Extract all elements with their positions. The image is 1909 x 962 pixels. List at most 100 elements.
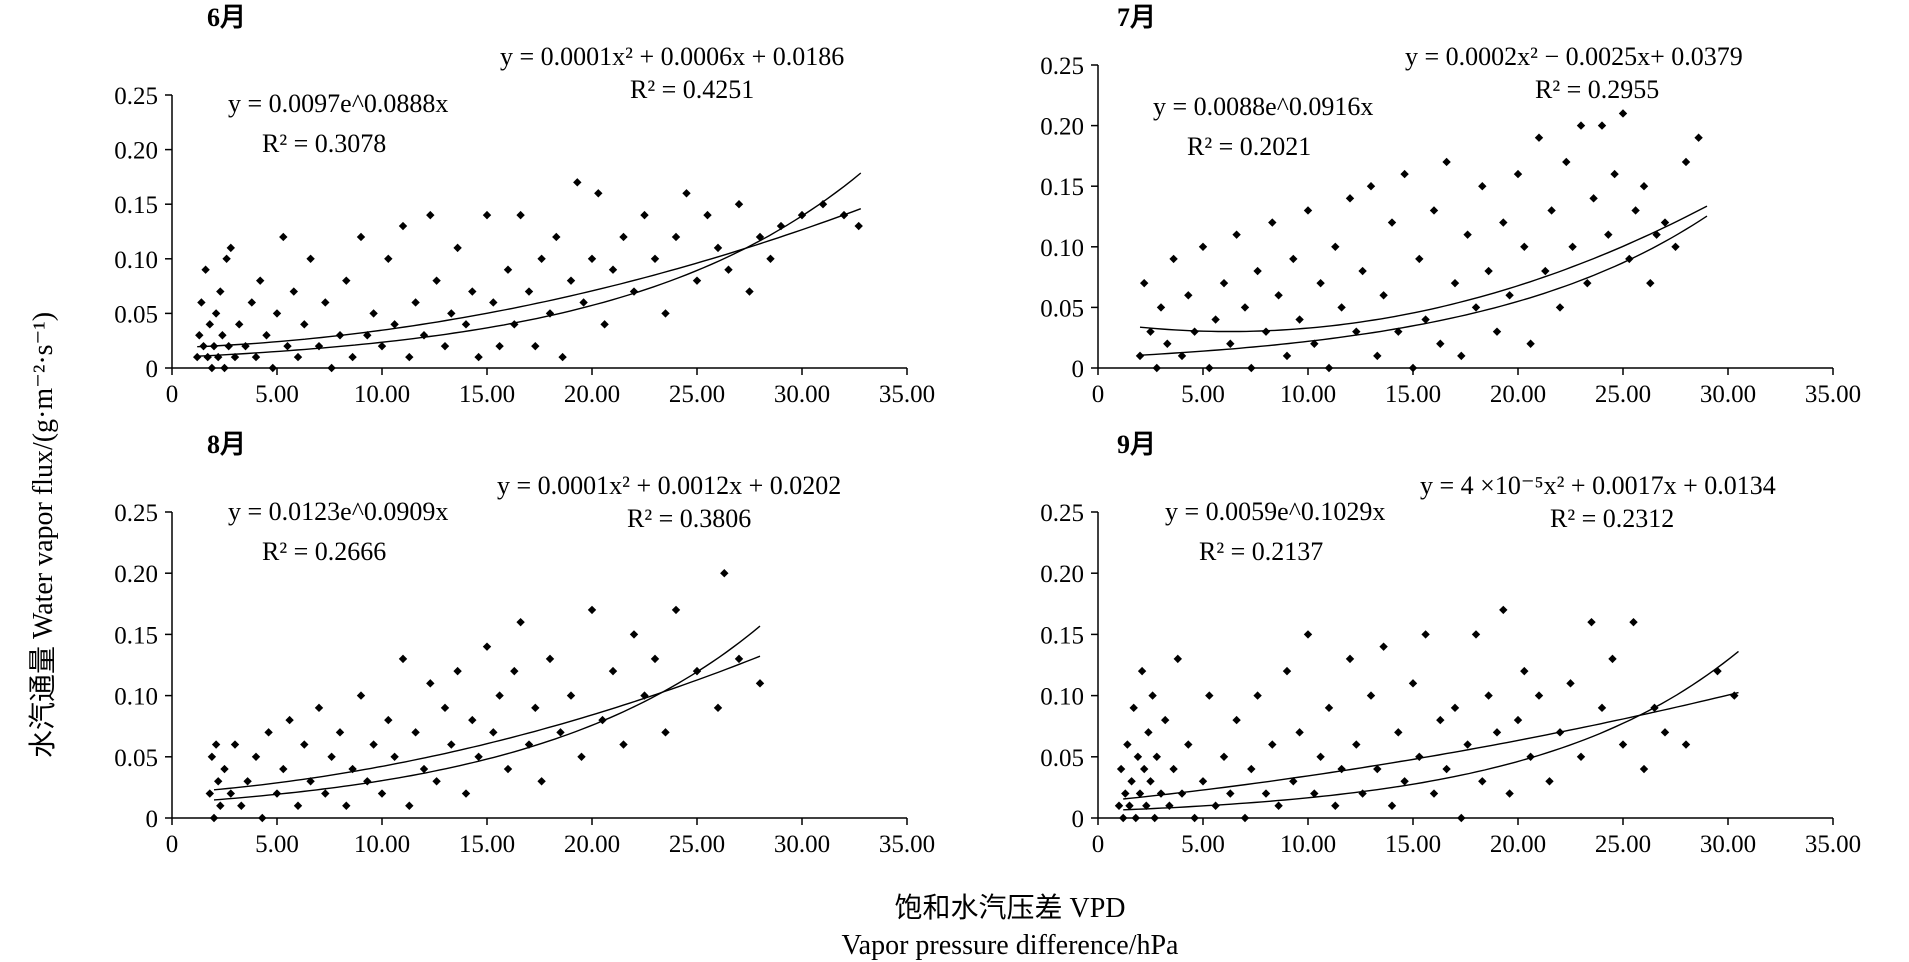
data-point [1618,109,1628,118]
x-tick-label: 0 [166,831,179,858]
data-point [1421,315,1430,324]
data-point [1226,339,1235,348]
data-point [1484,691,1493,700]
data-point [306,777,315,786]
data-point [1562,157,1571,167]
panel-2: 0 0.05 0.10 0.15 0.20 0.25 0 5.00 10.00 15.00 20.0… [1040,3,1861,408]
polynomial-fit-line [213,655,761,791]
data-point [1161,715,1170,725]
data-point [216,801,225,810]
y-tick-label: 0.15 [114,622,158,649]
data-point [1205,691,1214,700]
data-point [1400,169,1409,179]
data-point [1436,715,1445,725]
x-tick-label: 0 [1092,381,1105,408]
data-point [348,764,357,774]
data-point [300,740,309,749]
data-point [566,276,576,285]
data-point [1520,242,1529,251]
data-point [1116,764,1126,774]
data-point [516,210,525,220]
x-tick-label: 15.00 [459,381,515,408]
data-point [1694,133,1703,142]
data-point [1352,327,1361,336]
data-point [734,654,744,664]
data-point [1442,157,1451,167]
data-point [724,265,733,274]
data-point [1604,230,1613,239]
data-point [1232,230,1241,239]
data-point [1184,740,1193,749]
data-point [405,352,414,362]
data-point [531,703,540,713]
data-point [377,341,387,351]
data-point [377,789,387,798]
data-point [1150,813,1159,823]
y-tick-label: 0.15 [1040,174,1084,201]
data-point [1261,327,1271,336]
data-point [222,254,231,263]
data-point [1135,351,1145,361]
data-point [1513,715,1523,725]
data-point [1152,752,1161,761]
data-point [226,789,235,798]
data-point [461,320,471,329]
data-point [1316,278,1325,288]
data-point [193,352,202,362]
y-tick-label: 0.10 [1040,684,1084,711]
data-point [1471,630,1481,639]
data-point [1492,728,1502,737]
data-point [411,298,420,307]
data-point [293,801,303,810]
data-point [211,740,221,749]
data-point [1394,327,1403,336]
exponential-r2: R² = 0.3078 [262,129,386,158]
data-point [279,764,288,774]
data-point [1205,363,1214,373]
data-point [1219,752,1229,761]
panel-title: 7月 [1117,3,1156,32]
x-tick-label: 20.00 [564,831,620,858]
data-point [1463,740,1472,749]
data-point [447,740,456,749]
data-point [1274,291,1283,300]
x-tick-label: 10.00 [354,381,410,408]
data-point [1352,740,1361,749]
data-point [224,341,233,351]
data-point [440,341,450,351]
data-point [1247,764,1256,774]
x-axis-title-en: Vapor pressure difference/hPa [842,930,1179,961]
x-tick-label: 15.00 [1385,831,1441,858]
data-point [1148,691,1157,700]
data-point [1295,315,1304,324]
data-point [356,232,366,242]
data-point [692,276,702,285]
data-point [734,200,744,209]
x-tick-label: 10.00 [1280,831,1336,858]
data-point [440,703,450,713]
x-tick-label: 0 [166,381,179,408]
data-point [587,605,597,615]
data-point [600,320,609,329]
data-point [300,320,309,329]
polynomial-equation: y = 4 ×10⁻⁵x² + 0.0017x + 0.0134 [1420,471,1776,500]
data-point [1156,303,1166,312]
data-point [251,752,261,761]
data-point [531,341,540,351]
data-point [1345,194,1355,203]
y-tick-label: 0.20 [1040,561,1084,588]
data-point [209,813,219,823]
data-point [1331,242,1340,251]
data-point [226,243,235,253]
data-point [524,287,534,296]
data-point [1324,703,1334,713]
data-point [453,243,462,253]
data-point [1568,242,1577,251]
data-point [201,265,210,274]
data-point [342,801,351,810]
data-point [214,777,223,786]
x-tick-label: 30.00 [1700,831,1756,858]
data-point [1119,813,1128,823]
data-point [1373,351,1382,361]
data-point [1639,764,1649,774]
